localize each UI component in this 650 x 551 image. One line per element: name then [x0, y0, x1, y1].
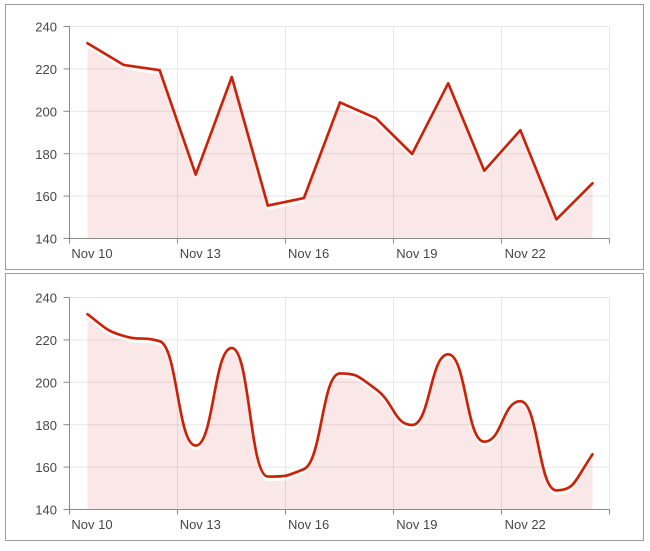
svg-text:Nov 22: Nov 22	[505, 246, 546, 261]
svg-text:Nov 10: Nov 10	[71, 246, 112, 261]
svg-text:Nov 16: Nov 16	[288, 517, 329, 532]
svg-text:160: 160	[35, 189, 57, 204]
svg-text:240: 240	[35, 20, 57, 35]
svg-text:Nov 13: Nov 13	[180, 517, 221, 532]
svg-text:220: 220	[35, 333, 57, 348]
svg-text:Nov 16: Nov 16	[288, 246, 329, 261]
svg-text:Nov 19: Nov 19	[396, 246, 437, 261]
svg-text:240: 240	[35, 291, 57, 306]
svg-text:180: 180	[35, 147, 57, 162]
svg-text:140: 140	[35, 503, 57, 518]
svg-text:220: 220	[35, 62, 57, 77]
svg-text:Nov 22: Nov 22	[505, 517, 546, 532]
svg-text:Nov 19: Nov 19	[396, 517, 437, 532]
svg-text:200: 200	[35, 104, 57, 119]
svg-text:160: 160	[35, 460, 57, 475]
svg-text:180: 180	[35, 418, 57, 433]
svg-text:200: 200	[35, 375, 57, 390]
svg-text:Nov 13: Nov 13	[180, 246, 221, 261]
svg-text:140: 140	[35, 232, 57, 247]
svg-text:Nov 10: Nov 10	[71, 517, 112, 532]
